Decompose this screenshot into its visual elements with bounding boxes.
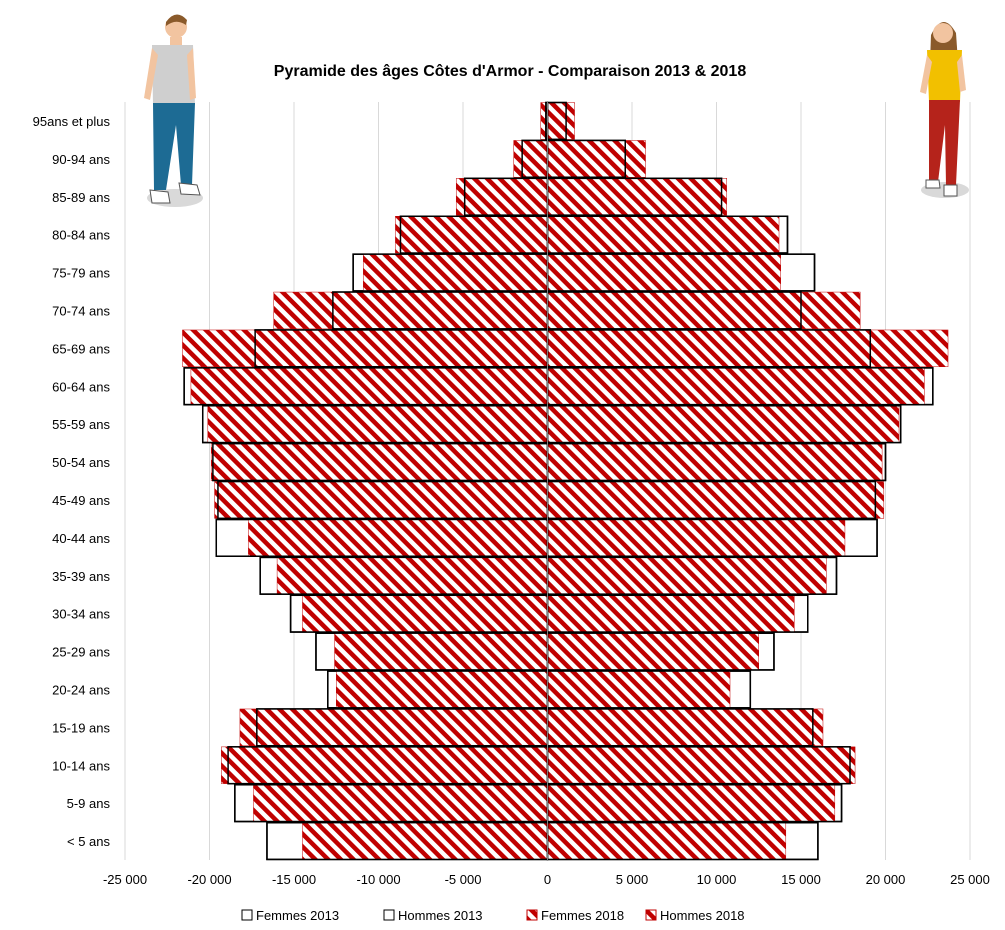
bar-femmes-2018-1 xyxy=(513,140,548,178)
category-label: 5-9 ans xyxy=(67,796,111,811)
category-label: 20-24 ans xyxy=(52,682,110,697)
bar-hommes-2018-18 xyxy=(547,784,836,822)
bar-femmes-2018-19 xyxy=(302,822,548,860)
bar-hommes-2018-7 xyxy=(547,367,925,405)
category-label: 25-29 ans xyxy=(52,645,110,660)
x-tick-label: -15 000 xyxy=(272,872,316,887)
x-tick-label: -25 000 xyxy=(103,872,147,887)
bar-hommes-2018-13 xyxy=(547,595,795,633)
category-label: 95ans et plus xyxy=(33,114,111,129)
man-illustration xyxy=(144,14,203,207)
bar-hommes-2018-1 xyxy=(547,140,646,178)
category-label: 40-44 ans xyxy=(52,531,110,546)
chart-title: Pyramide des âges Côtes d'Armor - Compar… xyxy=(274,63,747,80)
bar-hommes-2018-4 xyxy=(547,253,781,292)
bar-hommes-2018-11 xyxy=(547,519,846,557)
bar-femmes-2018-15 xyxy=(336,670,548,709)
bar-hommes-2018-15 xyxy=(547,670,731,709)
bar-hommes-2018-9 xyxy=(547,443,883,481)
bar-femmes-2018-3 xyxy=(395,216,548,254)
bar-hommes-2018-8 xyxy=(547,405,900,443)
bar-hommes-2018-6 xyxy=(547,329,949,367)
category-label: 60-64 ans xyxy=(52,379,110,394)
legend-label: Hommes 2013 xyxy=(398,908,483,923)
category-label: 30-34 ans xyxy=(52,607,110,622)
bar-hommes-2018-19 xyxy=(547,822,787,860)
bar-femmes-2018-6 xyxy=(182,329,548,367)
bar-femmes-2018-18 xyxy=(253,784,548,822)
legend-label: Femmes 2018 xyxy=(541,908,624,923)
woman-illustration xyxy=(920,21,969,198)
category-label: 70-74 ans xyxy=(52,303,110,318)
bar-femmes-2018-9 xyxy=(210,443,548,481)
bar-femmes-2018-14 xyxy=(334,632,548,671)
category-label: 50-54 ans xyxy=(52,455,110,470)
bar-hommes-2018-5 xyxy=(547,291,861,330)
category-label: 65-69 ans xyxy=(52,341,110,356)
category-label: 15-19 ans xyxy=(52,720,110,735)
bar-femmes-2018-4 xyxy=(363,253,548,292)
x-tick-label: 20 000 xyxy=(866,872,906,887)
category-labels: 95ans et plus 90-94 ans 85-89 ans 80-84 ans… xyxy=(33,114,111,849)
bar-femmes-2018-16 xyxy=(239,708,548,746)
x-tick-label: 10 000 xyxy=(697,872,737,887)
bar-femmes-2018-10 xyxy=(214,481,548,519)
legend-swatch xyxy=(526,909,538,921)
bar-femmes-2018-17 xyxy=(221,746,548,784)
bar-hommes-2018-12 xyxy=(547,557,827,595)
legend-swatch xyxy=(383,909,395,921)
x-tick-label: 15 000 xyxy=(781,872,821,887)
category-label: 85-89 ans xyxy=(52,190,110,205)
bar-hommes-2018-10 xyxy=(547,481,885,519)
bar-femmes-2018-8 xyxy=(207,405,548,443)
bar-femmes-2018-7 xyxy=(190,367,548,405)
bar-hommes-2018-14 xyxy=(547,632,759,671)
category-label: 45-49 ans xyxy=(52,493,110,508)
x-tick-label: 25 000 xyxy=(950,872,990,887)
category-label: 90-94 ans xyxy=(52,152,110,167)
legend-label: Femmes 2013 xyxy=(256,908,339,923)
bar-femmes-2018-2 xyxy=(455,178,548,216)
bars xyxy=(182,101,949,861)
category-label: 80-84 ans xyxy=(52,228,110,243)
bar-hommes-2018-16 xyxy=(547,708,824,746)
bar-femmes-2018-13 xyxy=(302,595,548,633)
legend-swatch xyxy=(241,909,253,921)
category-label: 75-79 ans xyxy=(52,266,110,281)
x-tick-label: -20 000 xyxy=(187,872,231,887)
category-label: 55-59 ans xyxy=(52,417,110,432)
x-tick-labels: -25 000 -20 000 -15 000 -10 000 -5 000 0 5 000… xyxy=(103,872,990,887)
legend-label: Hommes 2018 xyxy=(660,908,745,923)
bar-hommes-2018-0 xyxy=(547,102,575,140)
x-tick-label: -5 000 xyxy=(445,872,482,887)
bar-femmes-2018-11 xyxy=(248,519,548,557)
category-label: 10-14 ans xyxy=(52,758,110,773)
legend: Femmes 2013 Hommes 2013 Femmes 2018 Hommes … xyxy=(241,908,745,923)
bar-hommes-2018-2 xyxy=(547,178,727,216)
category-label: 35-39 ans xyxy=(52,569,110,584)
x-tick-label: 0 xyxy=(544,872,551,887)
bar-femmes-2018-12 xyxy=(276,557,548,595)
bar-hommes-2018-17 xyxy=(547,746,856,784)
bar-femmes-2018-5 xyxy=(273,291,548,330)
legend-swatch xyxy=(645,909,657,921)
x-tick-label: -10 000 xyxy=(356,872,400,887)
bar-hommes-2018-3 xyxy=(547,216,780,254)
x-tick-label: 5 000 xyxy=(616,872,649,887)
category-label: < 5 ans xyxy=(67,834,111,849)
